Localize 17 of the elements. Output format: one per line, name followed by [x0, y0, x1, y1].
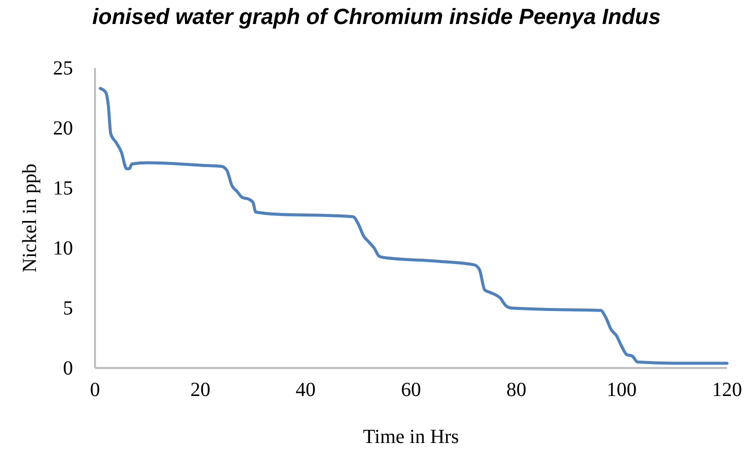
x-tick-label: 80 [506, 379, 526, 402]
x-tick-label: 20 [190, 379, 210, 402]
x-axis-title: Time in Hrs [363, 426, 460, 448]
y-tick-label: 0 [63, 357, 73, 380]
x-tick-label: 0 [90, 379, 100, 402]
x-tick-label: 60 [401, 379, 421, 402]
y-tick-label: 10 [53, 237, 73, 260]
y-tick-label: 25 [53, 57, 73, 80]
line-series [98, 86, 728, 365]
y-tick-label: 15 [53, 177, 73, 200]
x-tick-label: 40 [296, 379, 316, 402]
y-tick-label: 20 [53, 117, 73, 140]
y-tick-label: 5 [63, 297, 73, 320]
y-axis-title: Nickel in ppb [19, 164, 41, 272]
chart-title: ionised water graph of Chromium inside Peenya Indus [92, 4, 661, 29]
x-tick-label: 100 [606, 379, 637, 402]
x-tick-label: 120 [712, 379, 742, 402]
